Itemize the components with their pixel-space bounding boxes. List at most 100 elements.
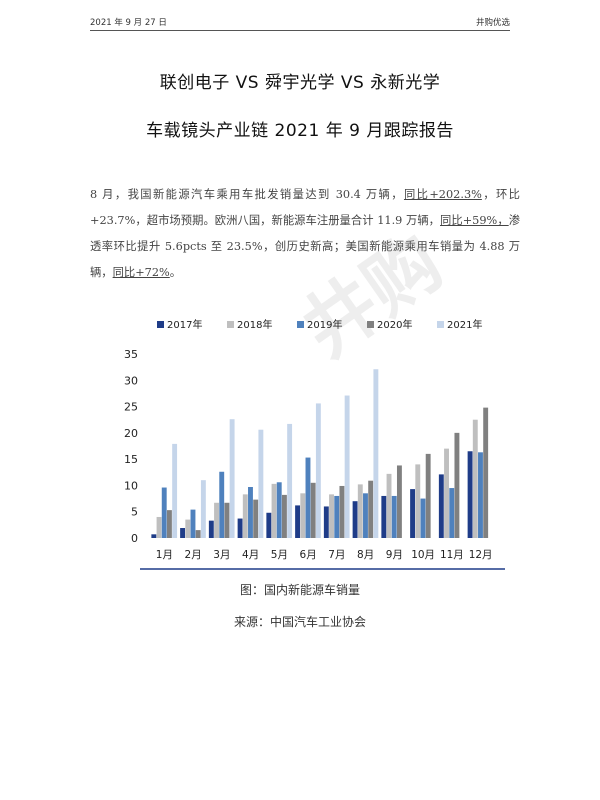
legend-swatch [157, 321, 164, 328]
bar [449, 488, 455, 538]
bar [253, 499, 259, 538]
bar [363, 493, 368, 538]
y-tick-label: 35 [124, 348, 138, 361]
para-underline-3: 同比+72% [112, 266, 170, 279]
bar [300, 493, 306, 538]
legend-label: 2019年 [307, 318, 342, 331]
bar [237, 518, 243, 538]
page-header: 2021 年 9 月 27 日 井购优选 [90, 14, 510, 31]
legend-label: 2020年 [377, 318, 412, 331]
source-caption: 来源：中国汽车工业协会 [233, 615, 366, 629]
x-tick-label: 1月 [156, 549, 173, 561]
bar [229, 419, 235, 538]
legend-label: 2021年 [447, 318, 482, 331]
bar [151, 534, 157, 538]
bar [161, 487, 167, 538]
summary-paragraph: 8 月，我国新能源汽车乘用车批发销量达到 30.4 万辆，同比+202.3%，环… [90, 182, 520, 286]
bar [438, 474, 444, 538]
bar [180, 528, 186, 538]
bar [368, 480, 374, 538]
bar [258, 429, 264, 538]
bar [344, 395, 350, 538]
bar [467, 451, 473, 538]
bar [271, 483, 277, 538]
y-tick-label: 5 [131, 506, 138, 519]
x-tick-label: 5月 [271, 549, 288, 561]
para-underline-1: 同比+202.3% [403, 188, 482, 201]
sales-chart: 2017年 2018年 2019年 2020年 2021年 0 5 10 15 20 25 30 35 1… [115, 312, 515, 580]
header-brand: 井购优选 [475, 18, 510, 28]
bar [386, 473, 392, 538]
bar [334, 495, 340, 538]
bar [295, 505, 301, 538]
y-tick-label: 15 [124, 453, 138, 466]
legend-swatch [437, 321, 444, 328]
bar [425, 453, 431, 538]
bar [214, 502, 219, 538]
x-tick-label: 3月 [213, 549, 230, 561]
para-text-3: 渗透率环比提升 5.6pcts 至 23.5%，创历史新高；美国新能源乘用车销量… [90, 214, 520, 279]
bar [242, 494, 248, 538]
report-title-line1: 联创电子 VS 舜宇光学 VS 永新光学 [159, 73, 441, 93]
x-tick-label: 7月 [328, 549, 345, 561]
y-tick-label: 10 [124, 479, 138, 492]
y-tick-label: 30 [124, 374, 138, 387]
para-underline-2: 同比+59%， [440, 214, 509, 227]
bar [420, 498, 426, 538]
bar [396, 465, 402, 538]
para-text-4: 。 [169, 266, 182, 279]
bar [381, 495, 387, 538]
legend-swatch [227, 321, 234, 328]
x-tick-label: 8月 [357, 549, 374, 561]
header-date: 2021 年 9 月 27 日 [90, 18, 167, 28]
legend-label: 2017年 [167, 318, 202, 331]
bar [156, 516, 162, 538]
bar [391, 495, 397, 538]
y-tick-label: 20 [124, 427, 138, 440]
bar [219, 471, 225, 538]
bar [373, 369, 379, 538]
bar [276, 482, 282, 538]
x-tick-label: 6月 [300, 549, 317, 561]
x-tick-label: 11月 [440, 549, 464, 561]
x-tick-label: 9月 [386, 549, 403, 561]
bar [310, 482, 316, 538]
y-tick-label: 25 [124, 401, 138, 414]
bar [483, 407, 489, 538]
bar [357, 484, 363, 538]
bar [195, 530, 201, 538]
x-tick-label: 2月 [185, 549, 202, 561]
bar [185, 519, 191, 538]
bar [478, 452, 483, 538]
x-tick-label: 10月 [411, 549, 435, 561]
bar [454, 432, 460, 538]
legend-swatch [297, 321, 304, 328]
bar [444, 448, 449, 538]
bar [472, 419, 478, 538]
para-text-2: ，环比+23.7%，超市场预期。欧洲八国，新能源车注册量合计 11.9 万辆， [90, 188, 520, 227]
legend-swatch [367, 321, 374, 328]
bar [329, 494, 334, 538]
bar [287, 423, 293, 538]
x-tick-label: 4月 [242, 549, 259, 561]
bar [166, 510, 172, 538]
bar [248, 487, 253, 538]
bar [281, 494, 287, 538]
bar [172, 443, 178, 538]
bar [415, 464, 421, 538]
bar [208, 520, 214, 538]
bar [352, 501, 358, 538]
x-tick-label: 12月 [469, 549, 493, 561]
bar [410, 489, 416, 538]
bar [200, 480, 206, 538]
sales-bar-chart: 2017年 2018年 2019年 2020年 2021年 0 5 10 15 20 25 30 35 1… [124, 318, 505, 570]
bar [224, 502, 230, 538]
para-text-1: 8 月，我国新能源汽车乘用车批发销量达到 30.4 万辆， [90, 188, 404, 201]
bar [339, 485, 345, 538]
bar [315, 403, 321, 538]
report-title-line2: 车载镜头产业链 2021 年 9 月跟踪报告 [146, 121, 454, 141]
y-tick-label: 0 [131, 532, 138, 545]
bar [323, 506, 329, 538]
legend-label: 2018年 [237, 318, 272, 331]
bar [305, 457, 311, 538]
